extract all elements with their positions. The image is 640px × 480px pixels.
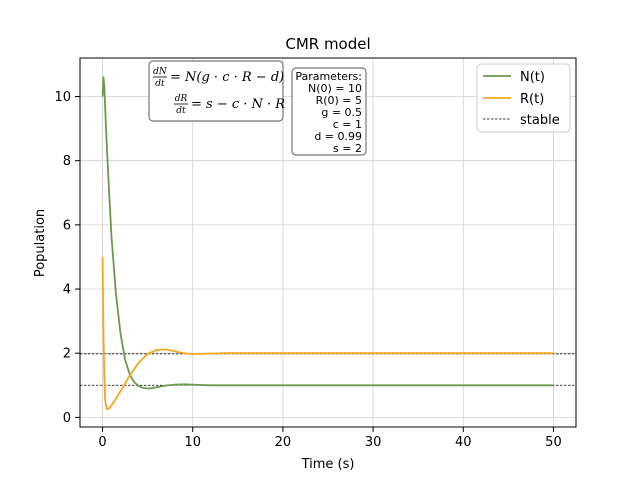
y-tick-label: 6 bbox=[63, 218, 71, 233]
x-tick-label: 10 bbox=[184, 435, 201, 450]
parameter-line: g = 0.5 bbox=[321, 106, 362, 119]
eq2-rhs: = s − c · N · R bbox=[191, 97, 285, 112]
y-tick-label: 2 bbox=[63, 347, 71, 362]
y-tick-label: 0 bbox=[63, 411, 71, 426]
parameter-line: d = 0.99 bbox=[314, 130, 362, 143]
x-axis-ticks: 0 10 20 30 40 50 bbox=[98, 427, 562, 450]
legend-label-n: N(t) bbox=[520, 70, 545, 85]
eq2-frac-num: dR bbox=[175, 94, 188, 104]
series-lines bbox=[101, 76, 554, 411]
equations-frame bbox=[148, 60, 284, 122]
parameter-line: N(0) = 10 bbox=[308, 82, 362, 95]
x-tick-label: 30 bbox=[365, 435, 382, 450]
x-axis-label: Time (s) bbox=[301, 457, 355, 472]
y-axis-label: Population bbox=[33, 209, 48, 277]
y-tick-label: 4 bbox=[63, 283, 71, 298]
parameter-line: c = 1 bbox=[333, 118, 362, 131]
eq1-rhs: = N(g · c · R − d) bbox=[170, 70, 284, 85]
y-tick-label: 10 bbox=[54, 90, 71, 105]
legend-label-stable: stable bbox=[520, 113, 560, 128]
parameter-line: s = 2 bbox=[333, 142, 362, 155]
series-line-r bbox=[101, 256, 554, 411]
plot-frame bbox=[79, 57, 577, 428]
eq1-frac-den: dt bbox=[155, 79, 165, 89]
parameters-frame bbox=[291, 67, 367, 156]
legend-label-r: R(t) bbox=[520, 92, 544, 107]
parameters-heading: Parameters: bbox=[295, 70, 362, 83]
parameter-line: R(0) = 5 bbox=[316, 94, 362, 107]
series-line-n bbox=[101, 76, 554, 390]
x-tick-label: 40 bbox=[455, 435, 472, 450]
grid bbox=[80, 58, 576, 427]
y-axis-ticks: 0 2 4 6 8 10 bbox=[54, 90, 80, 426]
eq2-frac-den: dt bbox=[176, 106, 186, 116]
chart-title: CMR model bbox=[285, 35, 370, 53]
eq1-frac-num: dN bbox=[153, 67, 168, 77]
parameters-box: Parameters: N(0) = 10 R(0) = 5 g = 0.5 c… bbox=[291, 67, 367, 156]
x-tick-label: 50 bbox=[545, 435, 562, 450]
x-tick-label: 0 bbox=[98, 435, 106, 450]
equations-box: dN dt = N(g · c · R − d) dR dt = s − c ·… bbox=[148, 60, 285, 122]
x-tick-label: 20 bbox=[275, 435, 292, 450]
legend: N(t) R(t) stable bbox=[476, 63, 571, 133]
legend-frame bbox=[476, 63, 571, 133]
y-tick-label: 8 bbox=[63, 154, 71, 169]
